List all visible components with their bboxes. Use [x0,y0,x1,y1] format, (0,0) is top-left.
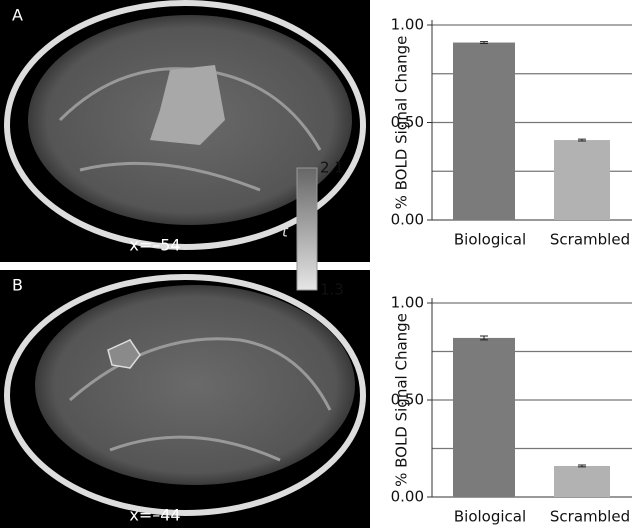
y-axis-label: % BOLD Signal Change [393,313,411,487]
coordinate-label: x=–44 [129,506,180,525]
panel-label: A [12,6,23,25]
x-tick-label: Scrambled [550,508,630,526]
bar [554,140,610,220]
colorbar [297,168,317,290]
y-tick-label: 0.00 [391,211,424,229]
coordinate-label: x=–54 [129,236,180,255]
colorbar-tick-label: 1.3 [320,281,344,299]
page: {"chart_data": [ {"type": "bar", "ylabel… [0,0,632,528]
y-tick-label: 0.00 [391,488,424,506]
colorbar-tick-label: 2.1 [320,159,344,177]
x-tick-label: Biological [454,508,526,526]
error-bar [578,139,586,141]
y-tick-label: 1.00 [391,294,424,312]
x-tick-label: Biological [454,231,526,249]
bar [453,338,515,497]
brain [35,285,355,485]
panel-label: B [12,276,23,295]
bar [453,43,515,220]
figure: t Ax=–54Bx=–442.11.30.000.501.00% BOLD S… [0,0,632,528]
y-tick-label: 1.00 [391,16,424,34]
x-tick-label: Scrambled [550,231,630,249]
y-axis-label: % BOLD Signal Change [393,36,411,210]
bar [554,466,610,497]
